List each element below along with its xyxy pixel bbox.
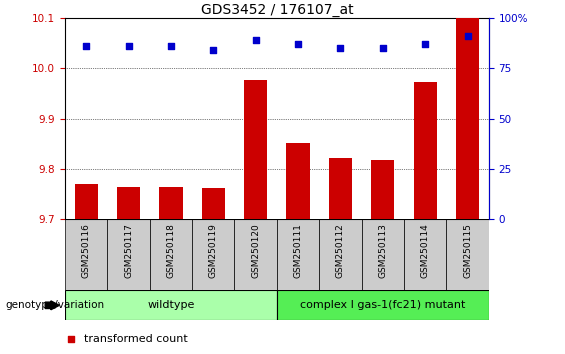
Point bbox=[167, 43, 176, 49]
Bar bbox=[456, 18, 479, 219]
Title: GDS3452 / 176107_at: GDS3452 / 176107_at bbox=[201, 3, 353, 17]
Bar bbox=[404, 219, 446, 290]
Bar bbox=[107, 219, 150, 290]
Bar bbox=[414, 82, 437, 219]
Bar bbox=[65, 219, 107, 290]
Text: wildtype: wildtype bbox=[147, 300, 194, 310]
Bar bbox=[371, 160, 394, 219]
Bar bbox=[277, 219, 319, 290]
Point bbox=[330, 30, 339, 36]
Point bbox=[420, 41, 430, 47]
Bar bbox=[234, 219, 277, 290]
Bar bbox=[329, 158, 352, 219]
Bar bbox=[244, 80, 267, 219]
Bar bbox=[202, 188, 225, 219]
Point bbox=[379, 45, 388, 51]
Point bbox=[251, 37, 260, 43]
Point bbox=[82, 43, 91, 49]
Bar bbox=[192, 219, 234, 290]
Bar bbox=[319, 219, 362, 290]
Bar bbox=[117, 187, 140, 219]
Point bbox=[336, 45, 345, 51]
Bar bbox=[75, 184, 98, 219]
Text: GSM250116: GSM250116 bbox=[82, 223, 90, 278]
Bar bbox=[286, 143, 310, 219]
Text: GSM250115: GSM250115 bbox=[463, 223, 472, 278]
Text: GSM250117: GSM250117 bbox=[124, 223, 133, 278]
Point bbox=[330, 256, 339, 261]
Point bbox=[463, 33, 472, 39]
Text: GSM250111: GSM250111 bbox=[294, 223, 302, 278]
Bar bbox=[277, 290, 489, 320]
Text: GSM250120: GSM250120 bbox=[251, 223, 260, 278]
Text: GSM250114: GSM250114 bbox=[421, 223, 429, 278]
Text: complex I gas-1(fc21) mutant: complex I gas-1(fc21) mutant bbox=[300, 300, 466, 310]
Bar bbox=[362, 219, 404, 290]
Text: transformed count: transformed count bbox=[84, 334, 188, 344]
Bar bbox=[150, 219, 192, 290]
Text: GSM250119: GSM250119 bbox=[209, 223, 218, 278]
Bar bbox=[159, 187, 182, 219]
Text: GSM250113: GSM250113 bbox=[379, 223, 387, 278]
Point bbox=[209, 47, 218, 53]
Point bbox=[294, 41, 303, 47]
Text: GSM250118: GSM250118 bbox=[167, 223, 175, 278]
Bar bbox=[65, 290, 277, 320]
Text: genotype/variation: genotype/variation bbox=[6, 300, 105, 310]
Text: GSM250112: GSM250112 bbox=[336, 223, 345, 278]
Point bbox=[124, 43, 133, 49]
Bar bbox=[446, 219, 489, 290]
